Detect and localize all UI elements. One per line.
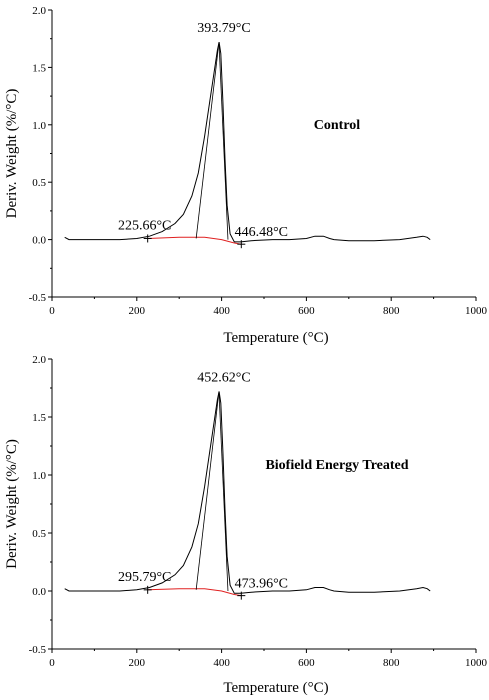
dtg-curve: [64, 391, 431, 594]
y-tick-label: 2.0: [32, 354, 46, 366]
tangent-line: [195, 42, 220, 239]
temperature-annotation: 393.79°C: [197, 21, 250, 36]
temperature-annotation: 446.48°C: [235, 225, 288, 240]
tangent-line: [195, 391, 220, 590]
y-tick-label: 2.0: [32, 5, 46, 17]
panel-label: Biofield Energy Treated: [265, 458, 408, 473]
chart-panel-2: -0.5 0.0 0.5 1.0 1.5 2.0 0 200 400 600 800 1000 Temp…: [4, 354, 488, 696]
panel-label: Control: [314, 118, 361, 133]
x-axis-title: Temperature (°C): [223, 330, 328, 346]
y-axis-title: Deriv. Weight (%/°C): [4, 439, 20, 569]
y-tick-label: 1.0: [32, 120, 46, 132]
x-tick-label: 1000: [465, 657, 488, 669]
y-axis-title: Deriv. Weight (%/°C): [4, 89, 20, 219]
x-tick-label: 400: [213, 305, 230, 317]
x-tick-label: 600: [298, 657, 315, 669]
x-tick-label: 600: [298, 305, 315, 317]
x-tick-label: 0: [49, 305, 55, 317]
y-tick-label: 0.0: [32, 586, 46, 598]
y-tick-label: 1.5: [32, 412, 46, 424]
y-tick-label: 0.5: [32, 177, 46, 189]
x-tick-label: 800: [383, 305, 400, 317]
x-tick-label: 0: [49, 657, 55, 669]
x-tick-label: 200: [129, 305, 146, 317]
y-tick-label: 1.5: [32, 62, 46, 74]
x-tick-label: 200: [129, 657, 146, 669]
x-axis-title: Temperature (°C): [223, 680, 328, 696]
chart-panel-1: -0.5 0.0 0.5 1.0 1.5 2.0 0 200 400 600 800 1000 Temp…: [4, 5, 488, 346]
baseline-curve: [147, 588, 242, 597]
temperature-annotation: 452.62°C: [197, 370, 250, 385]
tangent-line: [218, 42, 229, 240]
temperature-annotation: 295.79°C: [118, 570, 171, 585]
x-tick-label: 800: [383, 657, 400, 669]
y-tick-label: 1.0: [32, 470, 46, 482]
x-tick-label: 1000: [465, 305, 488, 317]
y-tick-label: -0.5: [29, 644, 47, 656]
tangent-line: [218, 391, 229, 592]
temperature-annotation: 225.66°C: [118, 218, 171, 233]
temperature-annotation: 473.96°C: [235, 577, 288, 592]
x-tick-label: 400: [213, 657, 230, 669]
y-tick-label: -0.5: [29, 292, 47, 304]
y-tick-label: 0.5: [32, 528, 46, 540]
dtg-curve: [64, 41, 431, 243]
baseline-curve: [147, 236, 242, 245]
y-tick-label: 0.0: [32, 235, 46, 247]
